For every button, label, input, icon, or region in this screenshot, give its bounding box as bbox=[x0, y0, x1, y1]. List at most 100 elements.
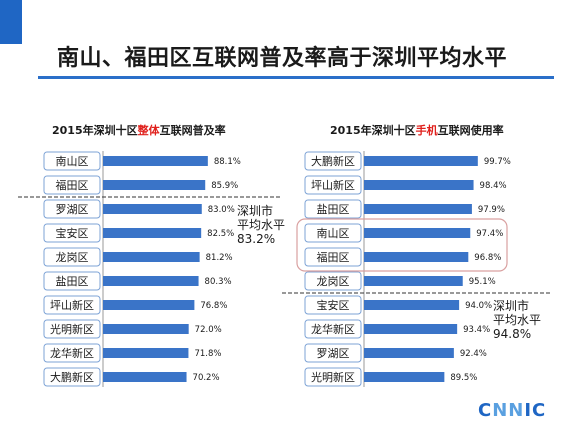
left-bar bbox=[103, 180, 206, 190]
title-rule bbox=[38, 76, 554, 79]
right-value-label: 95.1% bbox=[469, 277, 496, 287]
right-bar bbox=[364, 276, 463, 286]
right-category-box bbox=[304, 319, 362, 339]
right-category-box bbox=[304, 367, 362, 387]
left-category-box bbox=[43, 271, 101, 291]
slide-title: 南山、福田区互联网普及率高于深圳平均水平 bbox=[56, 46, 507, 71]
right-bar bbox=[364, 324, 458, 334]
left-value-label: 85.9% bbox=[211, 181, 238, 191]
right-average-value: 94.8% bbox=[493, 327, 532, 341]
right-average-line2: 平均水平 bbox=[493, 313, 542, 327]
left-title-pre: 2015年深圳十区 bbox=[52, 124, 138, 137]
right-category-box bbox=[304, 247, 362, 267]
left-bar bbox=[103, 276, 199, 286]
right-chart-title: 2015年深圳十区手机互联网使用率 bbox=[330, 122, 504, 138]
right-category-label: 坪山新区 bbox=[311, 178, 355, 192]
right-value-label: 97.4% bbox=[476, 229, 503, 239]
logo-part3: IC bbox=[524, 400, 547, 421]
left-value-label: 88.1% bbox=[214, 157, 241, 167]
left-category-label: 龙岗区 bbox=[56, 251, 89, 264]
right-title-pre: 2015年深圳十区 bbox=[330, 124, 416, 137]
left-category-label: 宝安区 bbox=[56, 226, 89, 240]
left-category-box bbox=[43, 247, 101, 267]
left-category-box bbox=[43, 199, 101, 219]
right-category-box bbox=[304, 199, 362, 219]
right-value-label: 99.7% bbox=[484, 157, 511, 167]
right-category-label: 福田区 bbox=[317, 250, 350, 264]
right-category-label: 盐田区 bbox=[317, 203, 350, 216]
left-value-label: 70.2% bbox=[193, 373, 220, 383]
right-category-box bbox=[304, 175, 362, 195]
right-category-box bbox=[304, 295, 362, 315]
left-value-label: 76.8% bbox=[200, 301, 227, 311]
left-chart-title: 2015年深圳十区整体互联网普及率 bbox=[52, 122, 226, 138]
left-value-label: 83.0% bbox=[208, 205, 235, 215]
left-value-label: 71.8% bbox=[194, 349, 221, 359]
right-category-label: 大鹏新区 bbox=[311, 154, 355, 168]
right-highlight-box bbox=[296, 218, 508, 272]
left-category-box bbox=[43, 367, 101, 387]
right-title-highlight: 手机 bbox=[415, 124, 438, 137]
right-category-label: 南山区 bbox=[317, 227, 350, 240]
right-category-label: 宝安区 bbox=[317, 298, 350, 312]
right-category-label: 光明新区 bbox=[311, 370, 355, 384]
left-bar bbox=[103, 348, 189, 358]
right-bar bbox=[364, 372, 445, 382]
right-value-label: 97.9% bbox=[478, 205, 505, 215]
right-bar bbox=[364, 228, 471, 238]
left-bar bbox=[103, 252, 200, 262]
left-category-label: 龙华新区 bbox=[50, 346, 94, 360]
left-category-box bbox=[43, 151, 101, 171]
right-category-label: 龙岗区 bbox=[317, 275, 350, 288]
right-bar bbox=[364, 180, 474, 190]
right-value-label: 89.5% bbox=[450, 373, 477, 383]
left-category-label: 光明新区 bbox=[50, 322, 94, 336]
right-value-label: 94.0% bbox=[465, 301, 492, 311]
left-bar bbox=[103, 204, 202, 214]
right-value-label: 96.8% bbox=[474, 253, 501, 263]
left-category-label: 南山区 bbox=[56, 155, 89, 168]
right-category-label: 龙华新区 bbox=[311, 322, 355, 336]
cnnic-logo: CNNIC bbox=[478, 400, 546, 421]
left-average-value: 83.2% bbox=[237, 232, 276, 246]
left-average-line1: 深圳市 bbox=[237, 204, 274, 218]
corner-accent bbox=[0, 0, 22, 44]
left-bar bbox=[103, 324, 189, 334]
right-average-note: 深圳市 平均水平 94.8% bbox=[493, 299, 541, 341]
logo-part1: C bbox=[478, 400, 493, 421]
right-value-label: 98.4% bbox=[480, 181, 507, 191]
right-bar bbox=[364, 252, 469, 262]
left-category-box bbox=[43, 343, 101, 363]
left-category-label: 福田区 bbox=[56, 178, 89, 192]
left-title-post: 互联网普及率 bbox=[159, 124, 226, 137]
left-category-box bbox=[43, 295, 101, 315]
left-value-label: 82.5% bbox=[207, 229, 234, 239]
right-bar bbox=[364, 156, 478, 166]
right-category-box bbox=[304, 343, 362, 363]
logo-part2: NN bbox=[492, 400, 525, 421]
left-bar bbox=[103, 300, 195, 310]
right-category-box bbox=[304, 223, 362, 243]
left-category-box bbox=[43, 319, 101, 339]
right-value-label: 93.4% bbox=[463, 325, 490, 335]
right-bar bbox=[364, 204, 472, 214]
left-bar bbox=[103, 372, 187, 382]
left-average-note: 深圳市 平均水平 83.2% bbox=[237, 204, 285, 246]
left-value-label: 81.2% bbox=[206, 253, 233, 263]
left-bar bbox=[103, 156, 208, 166]
left-category-label: 盐田区 bbox=[56, 275, 89, 288]
right-bar bbox=[364, 348, 454, 358]
left-value-label: 72.0% bbox=[195, 325, 222, 335]
right-bar bbox=[364, 300, 460, 310]
left-bar bbox=[103, 228, 202, 238]
left-category-box bbox=[43, 175, 101, 195]
right-category-box bbox=[304, 151, 362, 171]
left-average-line2: 平均水平 bbox=[237, 218, 286, 232]
right-average-line1: 深圳市 bbox=[493, 299, 530, 313]
left-category-label: 罗湖区 bbox=[56, 203, 89, 216]
right-category-box bbox=[304, 271, 362, 291]
right-title-post: 互联网使用率 bbox=[437, 124, 504, 137]
right-value-label: 92.4% bbox=[460, 349, 487, 359]
